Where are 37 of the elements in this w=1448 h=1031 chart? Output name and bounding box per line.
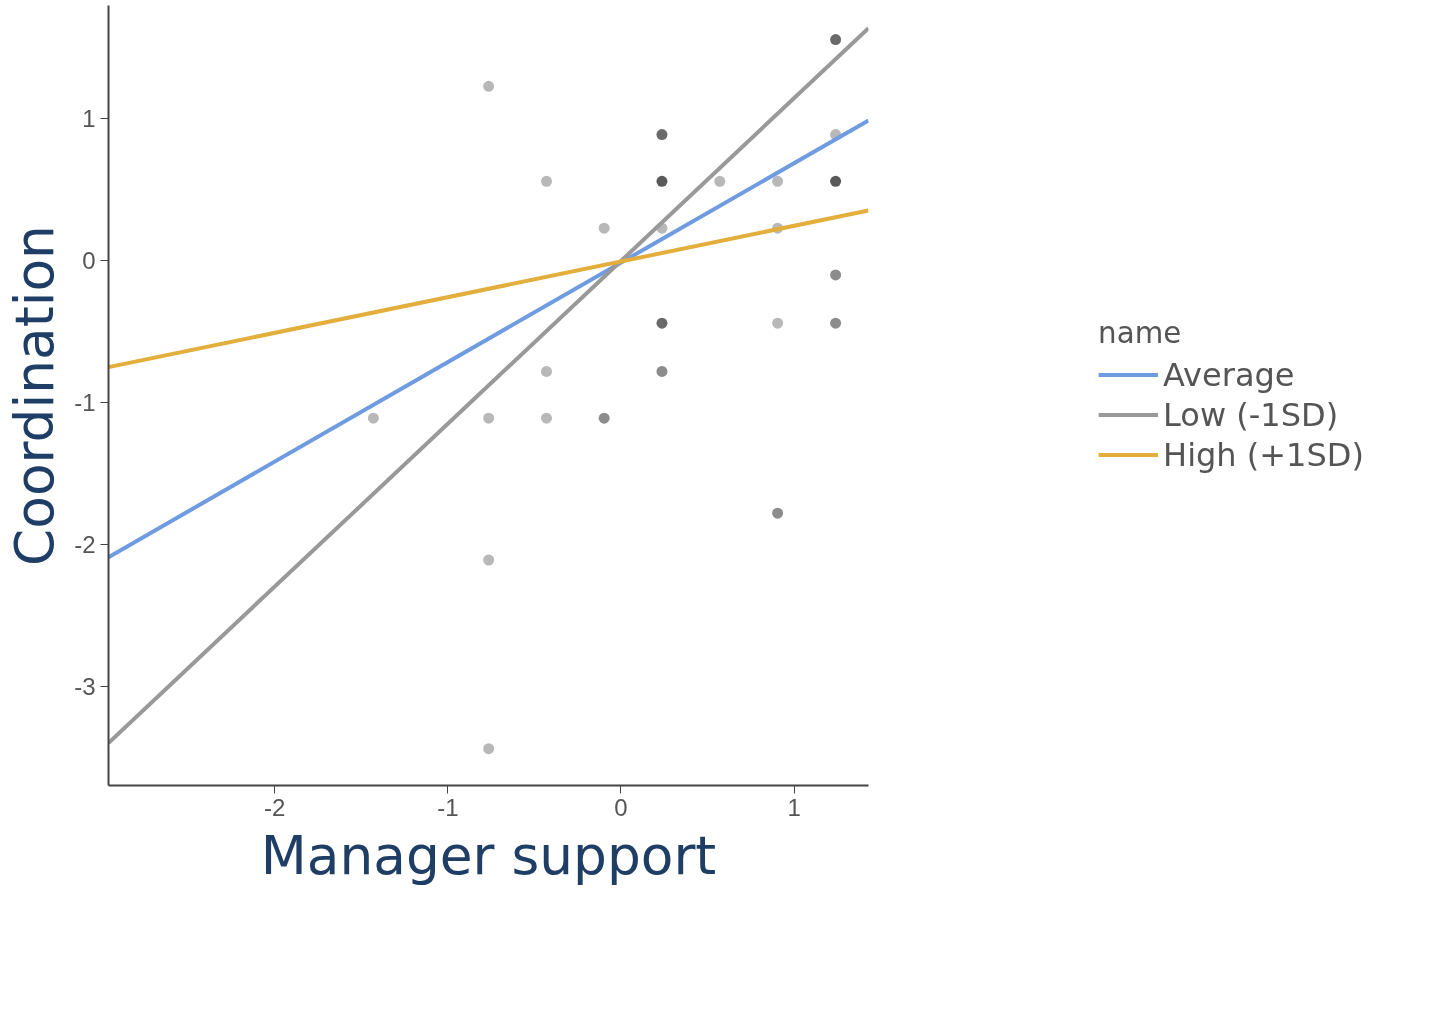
y-tick-label: 1: [82, 105, 96, 133]
x-axis-title: Manager support: [260, 823, 717, 887]
point: [656, 129, 668, 141]
x-tick-label: 1: [787, 793, 801, 821]
x-tick-label: -1: [437, 793, 459, 821]
y-tick-label: -2: [74, 530, 96, 558]
y-tick-label: 0: [82, 247, 96, 275]
legend-label: High (+1SD): [1163, 434, 1364, 475]
y-tick-label: -3: [74, 672, 96, 700]
point: [598, 412, 610, 424]
point: [483, 80, 495, 92]
y-tick-label: -1: [74, 389, 96, 417]
point: [772, 317, 784, 329]
point: [483, 743, 495, 755]
point: [830, 175, 842, 187]
point: [830, 317, 842, 329]
point: [772, 175, 784, 187]
point: [598, 222, 610, 234]
x-tick-label: -2: [264, 793, 286, 821]
legend-title: name: [1098, 315, 1183, 350]
point: [367, 412, 379, 424]
point: [541, 412, 552, 424]
legend-label: Average: [1163, 354, 1295, 395]
point: [656, 175, 668, 187]
point: [714, 175, 726, 187]
y-axis-title: Coordination: [3, 225, 67, 566]
point: [656, 317, 668, 329]
point: [541, 175, 552, 187]
point: [830, 269, 842, 281]
point: [772, 507, 784, 519]
legend-label: Low (-1SD): [1163, 394, 1339, 435]
point: [830, 34, 842, 46]
point: [483, 554, 495, 566]
point: [541, 365, 552, 377]
x-tick-label: 0: [614, 793, 628, 821]
point: [483, 412, 495, 424]
point: [656, 365, 668, 377]
